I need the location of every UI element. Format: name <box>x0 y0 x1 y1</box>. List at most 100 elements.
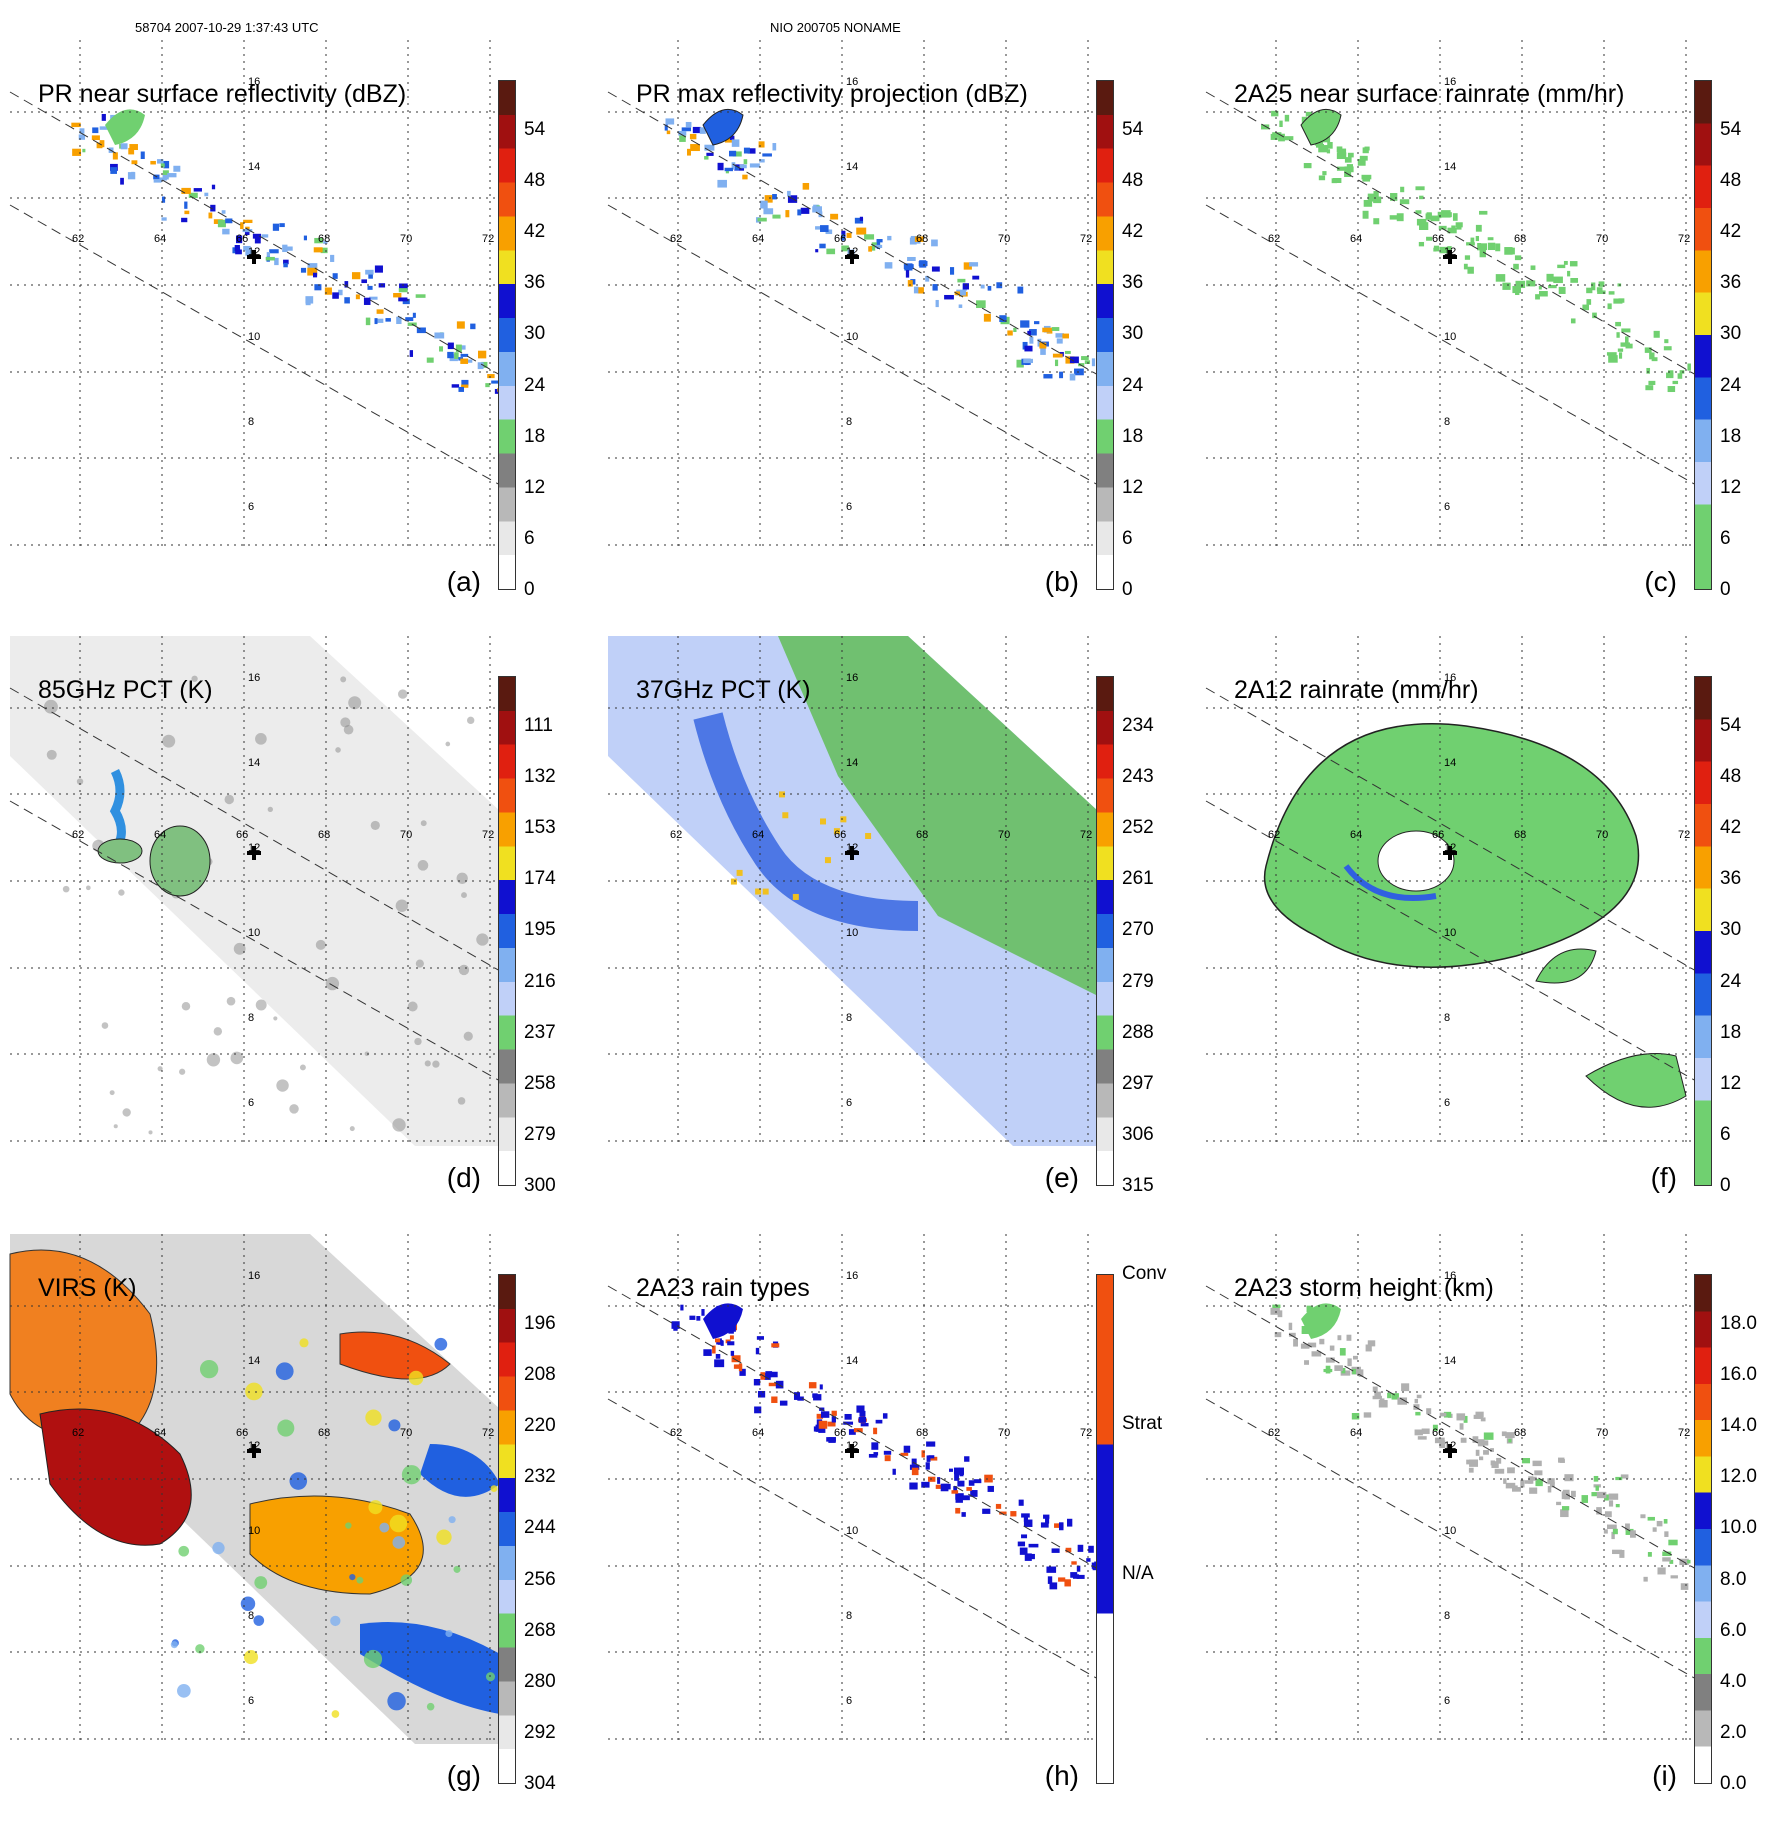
colorbar-tick: 54 <box>524 119 545 141</box>
colorbar-tick: 300 <box>524 1175 556 1197</box>
colorbar-tick: 16.0 <box>1720 1364 1757 1386</box>
colorbar-tick: 256 <box>524 1569 556 1591</box>
lat-label: 10 <box>248 331 260 343</box>
lat-label: 6 <box>1444 1695 1450 1707</box>
lat-label: 6 <box>248 501 254 513</box>
colorbar-tick: 237 <box>524 1022 556 1044</box>
colorbar-tick: 111 <box>524 715 553 737</box>
colorbar-tick: 304 <box>524 1773 556 1795</box>
colorbar-tick: 297 <box>1122 1073 1154 1095</box>
colorbar-tick: 30 <box>1122 323 1143 345</box>
lon-label: 68 <box>318 829 330 841</box>
lon-label: 66 <box>834 829 846 841</box>
colorbar-tick: 243 <box>1122 766 1154 788</box>
lat-label: 14 <box>846 757 858 769</box>
lon-label: 64 <box>154 233 166 245</box>
colorbar-tick: 6 <box>1720 528 1731 550</box>
colorbar-tick: 48 <box>1720 170 1741 192</box>
lon-label: 62 <box>72 829 84 841</box>
colorbar-a <box>498 80 516 590</box>
lat-label: 10 <box>846 1525 858 1537</box>
panel-title-i: 2A23 storm height (km) <box>1234 1274 1494 1303</box>
lon-label: 70 <box>998 233 1010 245</box>
colorbar-tick: 12 <box>1720 477 1741 499</box>
lon-label: 70 <box>998 1427 1010 1439</box>
lon-label: 64 <box>1350 829 1362 841</box>
colorbar-tick: 132 <box>524 766 556 788</box>
colorbar-tick: 280 <box>524 1671 556 1693</box>
lat-label: 8 <box>846 1610 852 1622</box>
colorbar-h <box>1096 1274 1114 1784</box>
lat-label: 8 <box>1444 1610 1450 1622</box>
colorbar-tick: 24 <box>1720 971 1741 993</box>
header-orbit-time: 58704 2007-10-29 1:37:43 UTC <box>135 20 319 35</box>
colorbar-tick: 306 <box>1122 1124 1154 1146</box>
colorbar-tick: 54 <box>1720 119 1741 141</box>
colorbar-tick: 279 <box>524 1124 556 1146</box>
lon-label: 72 <box>1080 1427 1092 1439</box>
lon-label: 68 <box>318 1427 330 1439</box>
colorbar-e <box>1096 676 1114 1186</box>
colorbar-tick: 14.0 <box>1720 1415 1757 1437</box>
lat-label: 8 <box>1444 1012 1450 1024</box>
colorbar-tick: 2.0 <box>1720 1722 1746 1744</box>
colorbar-tick: 36 <box>1720 868 1741 890</box>
lon-label: 66 <box>1432 1427 1444 1439</box>
colorbar-tick: 196 <box>524 1313 556 1335</box>
panel-label-d: (d) <box>447 1162 481 1194</box>
lon-label: 64 <box>1350 1427 1362 1439</box>
lat-label: 10 <box>1444 331 1456 343</box>
lon-label: 62 <box>670 829 682 841</box>
lon-label: 70 <box>1596 829 1608 841</box>
lon-label: 64 <box>154 829 166 841</box>
panel-title-d: 85GHz PCT (K) <box>38 676 213 705</box>
lat-label: 10 <box>248 1525 260 1537</box>
panel-i: 62646668707216141210862A23 storm height … <box>1196 1234 1771 1824</box>
lon-label: 62 <box>72 1427 84 1439</box>
lat-label: 8 <box>1444 416 1450 428</box>
colorbar-tick: 258 <box>524 1073 556 1095</box>
lat-label: 10 <box>1444 1525 1456 1537</box>
colorbar-b <box>1096 80 1114 590</box>
colorbar-tick: 42 <box>1122 221 1143 243</box>
colorbar-tick: 54 <box>1720 715 1741 737</box>
lon-label: 72 <box>1678 233 1690 245</box>
panel-label-a: (a) <box>447 566 481 598</box>
lat-label: 14 <box>1444 161 1456 173</box>
lon-label: 62 <box>1268 829 1280 841</box>
map-plot-i: 6264666870721614121086 <box>1196 1234 1696 1794</box>
lon-label: 70 <box>1596 233 1608 245</box>
colorbar-d <box>498 676 516 1186</box>
tmi-swath-d <box>10 636 500 1146</box>
lon-label: 68 <box>916 1427 928 1439</box>
lat-label: 8 <box>846 1012 852 1024</box>
colorbar-tick: 24 <box>1720 375 1741 397</box>
lat-label: 6 <box>846 1695 852 1707</box>
panel-label-i: (i) <box>1652 1760 1677 1792</box>
panel-title-e: 37GHz PCT (K) <box>636 676 811 705</box>
lon-label: 66 <box>834 233 846 245</box>
lon-label: 70 <box>998 829 1010 841</box>
map-plot-h: 6264666870721614121086 <box>598 1234 1098 1794</box>
map-plot-g: 6264666870721614121086 <box>0 1234 500 1794</box>
lat-label: 14 <box>1444 757 1456 769</box>
colorbar-tick: 54 <box>1122 119 1143 141</box>
colorbar-tick: 234 <box>1122 715 1154 737</box>
colorbar-tick: 30 <box>1720 919 1741 941</box>
lat-label: 8 <box>248 416 254 428</box>
lat-label: 16 <box>846 1270 858 1282</box>
colorbar-tick: 220 <box>524 1415 556 1437</box>
lon-label: 62 <box>72 233 84 245</box>
colorbar-tick: 315 <box>1122 1175 1154 1197</box>
lon-label: 68 <box>916 233 928 245</box>
lat-label: 14 <box>846 161 858 173</box>
colorbar-tick: 6 <box>524 528 535 550</box>
colorbar-tick: 30 <box>1720 323 1741 345</box>
colorbar-tick: 18 <box>524 426 545 448</box>
colorbar-tick: 36 <box>1122 272 1143 294</box>
